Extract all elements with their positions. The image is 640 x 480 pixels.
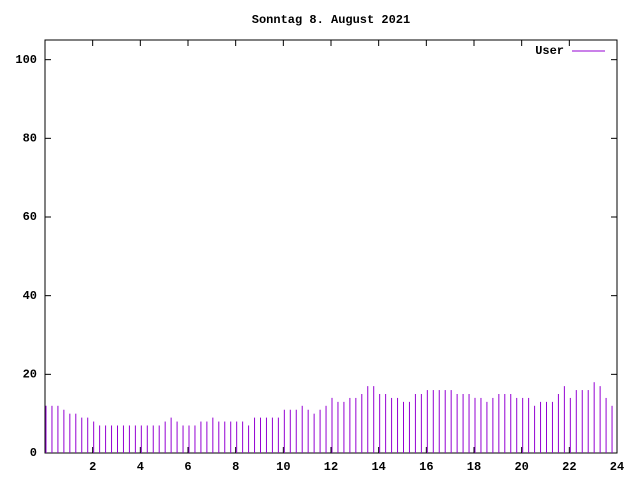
y-tick-label: 80: [23, 132, 37, 146]
x-tick-label: 4: [137, 460, 144, 474]
y-tick-label: 60: [23, 210, 37, 224]
x-tick-label: 18: [467, 460, 481, 474]
legend-label: User: [535, 44, 564, 58]
x-tick-label: 16: [419, 460, 433, 474]
x-tick-label: 22: [562, 460, 576, 474]
x-tick-label: 8: [232, 460, 239, 474]
y-tick-label: 40: [23, 289, 37, 303]
y-tick-label: 20: [23, 368, 37, 382]
y-tick-label: 100: [15, 53, 37, 67]
chart-title: Sonntag 8. August 2021: [252, 13, 410, 27]
x-tick-label: 2: [89, 460, 96, 474]
y-tick-label: 0: [30, 446, 37, 460]
x-tick-label: 10: [276, 460, 290, 474]
x-tick-label: 24: [610, 460, 624, 474]
x-tick-label: 14: [371, 460, 385, 474]
x-tick-label: 6: [184, 460, 191, 474]
x-tick-label: 12: [324, 460, 338, 474]
x-tick-label: 20: [514, 460, 528, 474]
plot-border: [44, 39, 618, 454]
